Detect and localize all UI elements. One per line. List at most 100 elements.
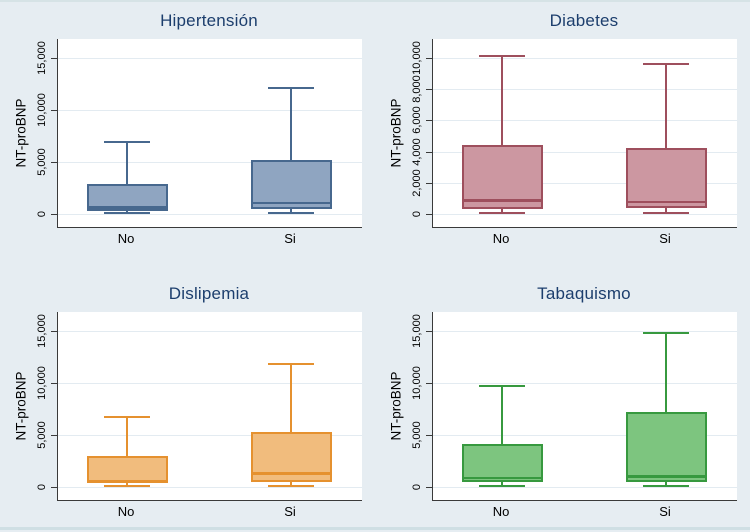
gridline — [433, 58, 737, 59]
category-label-no: No — [117, 504, 135, 519]
y-axis-tick — [51, 435, 57, 436]
lower-whisker-cap — [643, 212, 689, 215]
gridline — [433, 182, 737, 184]
upper-whisker — [126, 142, 128, 184]
plot-area — [57, 312, 362, 501]
gridline — [58, 383, 362, 384]
y-axis-tick — [51, 331, 57, 332]
upper-whisker — [501, 56, 503, 146]
panel-tabaquismo: Tabaquismo NT-proBNP No Si 0 5,000 10,000 1… — [375, 267, 750, 532]
lower-whisker — [126, 210, 128, 214]
box-no — [461, 145, 543, 209]
y-axis-title: NT-proBNP — [388, 98, 404, 168]
panel-dislipemia: Dislipemia NT-proBNP No Si 0 5,000 10,000 1… — [0, 267, 375, 532]
y-axis-title: NT-proBNP — [388, 371, 404, 441]
y-axis-tick — [51, 214, 57, 215]
lower-whisker — [665, 207, 667, 214]
y-axis-tick-label: 5,000 — [411, 421, 423, 449]
y-axis-tick — [426, 182, 432, 184]
y-axis-tick-label: 0 — [411, 483, 423, 491]
panel-content: Diabetes NT-proBNP No Si 0 2,000 4,000 6,00… — [375, 2, 750, 267]
y-axis-tick — [426, 58, 432, 59]
lower-whisker — [501, 208, 503, 214]
box-si — [625, 148, 707, 208]
y-axis-tick — [426, 151, 432, 153]
y-axis-tick — [426, 435, 432, 436]
category-label-no: No — [117, 231, 135, 246]
lower-whisker — [665, 482, 667, 487]
y-axis-tick-label: 6,000 — [411, 106, 423, 135]
y-axis-tick — [51, 58, 57, 59]
y-axis-tick-label: 15,000 — [36, 314, 48, 348]
y-axis-tick-label: 8,000 — [411, 75, 423, 103]
y-axis-tick-label: 10,000 — [36, 93, 48, 127]
y-axis-tick — [426, 120, 432, 122]
gridline — [58, 110, 362, 111]
gridline — [58, 487, 362, 488]
upper-whisker-cap — [643, 332, 689, 335]
gridline — [58, 214, 362, 215]
lower-whisker — [290, 482, 292, 487]
upper-whisker-cap — [268, 87, 314, 90]
category-label-si: Si — [659, 504, 671, 519]
median-line — [88, 480, 166, 483]
upper-whisker-cap — [104, 416, 150, 419]
median-line — [627, 200, 705, 204]
y-axis-tick-label: 10,000 — [411, 366, 423, 400]
panel-title: Dislipemia — [168, 284, 250, 303]
upper-whisker-cap — [268, 363, 314, 366]
upper-whisker-cap — [643, 63, 689, 66]
box-no — [86, 455, 168, 484]
upper-whisker-cap — [479, 55, 525, 58]
gridline — [433, 89, 737, 91]
y-axis-tick — [426, 331, 432, 332]
median-line — [252, 201, 330, 204]
panel-diabetes: Diabetes NT-proBNP No Si 0 2,000 4,000 6,00… — [375, 2, 750, 267]
median-line — [88, 206, 166, 209]
upper-whisker — [501, 386, 503, 445]
y-axis-tick — [426, 383, 432, 384]
upper-whisker — [126, 417, 128, 456]
gridline — [433, 383, 737, 384]
median-line — [252, 472, 330, 475]
y-axis-tick-label: 4,000 — [411, 137, 423, 166]
panel-title: Hipertensión — [160, 11, 258, 30]
plot-area — [432, 39, 737, 228]
panel-title: Diabetes — [549, 11, 619, 30]
category-label-no: No — [492, 504, 510, 519]
lower-whisker — [126, 483, 128, 487]
y-axis-tick-label: 10,000 — [36, 366, 48, 400]
lower-whisker-cap — [479, 212, 525, 215]
y-axis-title: NT-proBNP — [13, 371, 29, 441]
median-line — [463, 476, 541, 480]
median-line — [627, 475, 705, 478]
panel-content: Tabaquismo NT-proBNP No Si 0 5,000 10,000 1… — [375, 275, 750, 532]
box-si — [625, 412, 707, 483]
lower-whisker — [501, 482, 503, 487]
y-axis-tick — [426, 487, 432, 488]
y-axis-tick-label: 15,000 — [36, 41, 48, 75]
y-axis-tick-label: 0 — [36, 210, 48, 218]
box-no — [461, 444, 543, 483]
category-label-si: Si — [284, 504, 296, 519]
lower-whisker-cap — [268, 212, 314, 215]
plot-area — [432, 312, 737, 501]
y-axis-tick — [51, 110, 57, 111]
gridline — [433, 435, 737, 436]
y-axis-tick-label: 5,000 — [36, 421, 48, 449]
plot-area — [57, 39, 362, 228]
gridline — [433, 151, 737, 153]
box-si — [250, 432, 332, 483]
gridline — [58, 331, 362, 332]
gridline — [433, 487, 737, 488]
gridline — [58, 162, 362, 163]
y-axis-tick — [51, 162, 57, 163]
y-axis-tick — [51, 383, 57, 384]
panel-content: Dislipemia NT-proBNP No Si 0 5,000 10,000 1… — [0, 275, 375, 532]
upper-whisker — [290, 364, 292, 433]
box-no — [86, 183, 168, 211]
upper-whisker — [665, 333, 667, 413]
panel-hipertension: Hipertensión NT-proBNP No Si 0 5,000 10,00… — [0, 2, 375, 267]
